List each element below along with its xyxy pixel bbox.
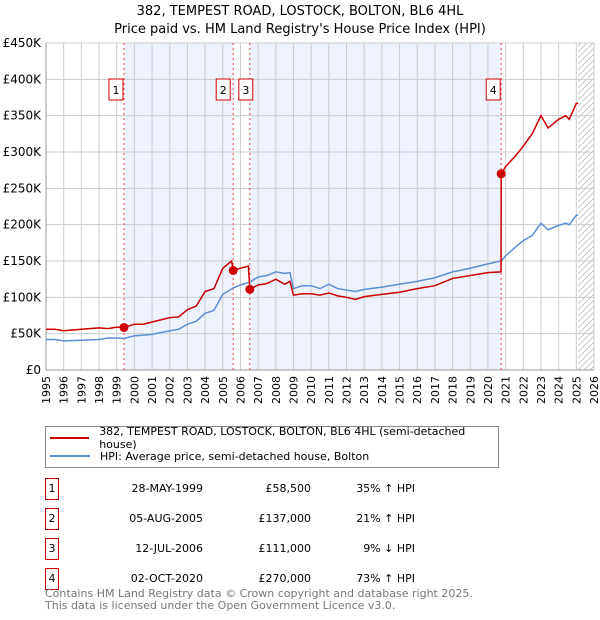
sale-point bbox=[245, 284, 255, 294]
x-tick-label: 1998 bbox=[93, 376, 106, 404]
x-tick-label: 2009 bbox=[287, 376, 300, 404]
sale-date: 28-MAY-1999 bbox=[131, 482, 203, 495]
x-tick-label: 2001 bbox=[146, 376, 159, 404]
x-tick-label: 2007 bbox=[252, 376, 265, 404]
sale-marker-label: 4 bbox=[490, 84, 497, 97]
x-tick-label: 1996 bbox=[58, 376, 71, 404]
y-tick-label: £450K bbox=[3, 36, 43, 50]
x-tick-label: 1997 bbox=[75, 376, 88, 404]
x-tick-label: 2015 bbox=[394, 376, 407, 404]
x-tick-label: 1995 bbox=[40, 376, 53, 404]
sale-number-badge: 3 bbox=[45, 538, 59, 560]
chart-subtitle: Price paid vs. HM Land Registry's House … bbox=[114, 22, 486, 37]
x-tick-label: 2011 bbox=[323, 376, 336, 404]
sale-number-badge: 4 bbox=[45, 568, 59, 590]
sale-price: £111,000 bbox=[258, 542, 312, 555]
sale-row: 1 28-MAY-1999 £58,500 35% ↑ HPI bbox=[45, 478, 445, 500]
x-tick-label: 2025 bbox=[570, 376, 583, 404]
x-tick-label: 2000 bbox=[128, 376, 141, 404]
forecast-hatch bbox=[578, 43, 594, 370]
sale-marker-box bbox=[485, 78, 501, 101]
sale-date: 02-OCT-2020 bbox=[130, 572, 203, 585]
x-tick-label: 2004 bbox=[199, 376, 212, 404]
y-tick-label: £0 bbox=[26, 363, 41, 377]
sale-hpi-change: 73% ↑ HPI bbox=[356, 572, 415, 585]
legend-label-property: 382, TEMPEST ROAD, LOSTOCK, BOLTON, BL6 … bbox=[99, 425, 466, 451]
sale-row: 3 12-JUL-2006 £111,000 9% ↓ HPI bbox=[45, 538, 445, 560]
sale-price: £137,000 bbox=[258, 512, 312, 525]
x-tick-label: 2016 bbox=[411, 376, 424, 404]
x-tick-label: 2019 bbox=[464, 376, 477, 404]
x-tick-label: 1999 bbox=[111, 376, 124, 404]
y-tick-label: £50K bbox=[10, 327, 42, 341]
sale-price: £270,000 bbox=[258, 572, 312, 585]
sale-price: £58,500 bbox=[265, 482, 312, 495]
sale-hpi-change: 35% ↑ HPI bbox=[356, 482, 415, 495]
legend-label-hpi: HPI: Average price, semi-detached house,… bbox=[100, 449, 370, 463]
y-tick-label: £100K bbox=[3, 290, 43, 304]
x-tick-label: 2008 bbox=[270, 376, 283, 404]
x-tick-label: 2018 bbox=[447, 376, 460, 404]
shaded-period bbox=[123, 43, 234, 370]
sale-marker-box bbox=[215, 78, 231, 101]
price-chart: 1995 1996 1997 1998 1999 2000 2001 2002 2003 2004… bbox=[3, 36, 600, 404]
legend-item-property: 382, TEMPEST ROAD, LOSTOCK, BOLTON, BL6 … bbox=[50, 425, 498, 451]
sale-hpi-change: 9% ↓ HPI bbox=[363, 542, 415, 555]
sale-row: 4 02-OCT-2020 £270,000 73% ↑ HPI bbox=[45, 568, 445, 590]
legend: 382, TEMPEST ROAD, LOSTOCK, BOLTON, BL6 … bbox=[45, 425, 499, 468]
sale-marker-label: 3 bbox=[242, 84, 249, 97]
sale-number-badge: 2 bbox=[45, 508, 59, 530]
sale-marker-label: 2 bbox=[220, 84, 227, 97]
sale-date: 12-JUL-2006 bbox=[135, 542, 203, 555]
sale-date: 05-AUG-2005 bbox=[129, 512, 203, 525]
sale-marker-label: 1 bbox=[112, 84, 119, 97]
footer: Contains HM Land Registry data © Crown c… bbox=[45, 588, 473, 612]
legend-item-hpi: HPI: Average price, semi-detached house,… bbox=[50, 448, 369, 464]
y-tick-label: £300K bbox=[3, 145, 43, 159]
x-tick-label: 2026 bbox=[588, 376, 600, 404]
y-tick-label: £350K bbox=[3, 109, 43, 123]
y-tick-label: £200K bbox=[3, 218, 43, 232]
sale-hpi-change: 21% ↑ HPI bbox=[356, 512, 415, 525]
x-tick-label: 2013 bbox=[358, 376, 371, 404]
x-tick-label: 2002 bbox=[164, 376, 177, 404]
x-tick-label: 2023 bbox=[535, 376, 548, 404]
x-tick-label: 2014 bbox=[376, 376, 389, 404]
legend-swatch-property bbox=[50, 437, 90, 439]
chart-title: 382, TEMPEST ROAD, LOSTOCK, BOLTON, BL6 … bbox=[136, 4, 464, 19]
y-tick-label: £150K bbox=[3, 254, 43, 268]
x-tick-label: 2003 bbox=[181, 376, 194, 404]
x-tick-label: 2010 bbox=[305, 376, 318, 404]
sale-point bbox=[496, 169, 506, 179]
legend-swatch-hpi bbox=[50, 455, 90, 457]
sale-marker-box bbox=[238, 78, 254, 101]
shaded-period bbox=[249, 43, 502, 370]
x-tick-label: 2012 bbox=[341, 376, 354, 404]
sale-point bbox=[228, 265, 238, 275]
y-tick-label: £250K bbox=[3, 181, 43, 195]
x-tick-label: 2006 bbox=[234, 376, 247, 404]
hpi-line bbox=[46, 214, 579, 342]
x-tick-label: 2024 bbox=[553, 376, 566, 404]
footer-copyright: Contains HM Land Registry data © Crown c… bbox=[45, 587, 473, 600]
sale-number-badge: 1 bbox=[45, 478, 59, 500]
x-tick-label: 2005 bbox=[217, 376, 230, 404]
property-price-line bbox=[46, 102, 579, 332]
footer-licence: This data is licensed under the Open Gov… bbox=[45, 599, 396, 612]
y-tick-label: £400K bbox=[3, 72, 43, 86]
x-tick-label: 2017 bbox=[429, 376, 442, 404]
sale-marker-box bbox=[108, 78, 124, 101]
x-tick-label: 2021 bbox=[500, 376, 513, 404]
sale-point bbox=[119, 322, 129, 332]
sale-row: 2 05-AUG-2005 £137,000 21% ↑ HPI bbox=[45, 508, 445, 530]
x-tick-label: 2022 bbox=[517, 376, 530, 404]
x-tick-label: 2020 bbox=[482, 376, 495, 404]
